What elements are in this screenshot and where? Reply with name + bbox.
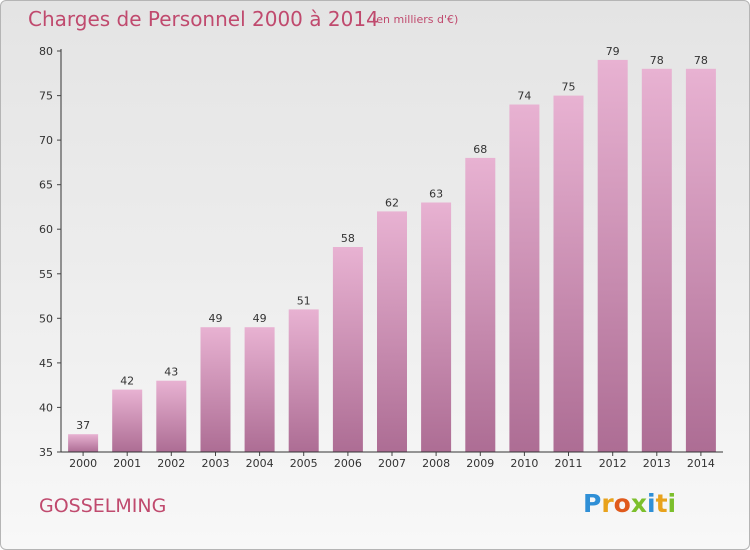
bar-2001 bbox=[112, 389, 143, 452]
y-tick-label-80: 80 bbox=[39, 45, 53, 58]
x-tick-label-2013: 2013 bbox=[643, 457, 671, 470]
data-label-2014: 78 bbox=[694, 54, 708, 67]
data-label-2008: 63 bbox=[429, 188, 443, 201]
bar-2008 bbox=[421, 202, 452, 452]
data-label-2007: 62 bbox=[385, 196, 399, 209]
bar-2003 bbox=[200, 327, 231, 452]
bar-2004 bbox=[244, 327, 275, 452]
logo-letter: r bbox=[601, 489, 614, 518]
bar-2002 bbox=[156, 380, 187, 452]
logo-letter: i bbox=[667, 489, 677, 518]
bar-2006 bbox=[332, 247, 363, 452]
data-label-2010: 74 bbox=[517, 90, 531, 103]
y-tick-label-75: 75 bbox=[39, 90, 53, 103]
bar-2005 bbox=[288, 309, 319, 452]
data-label-2004: 49 bbox=[253, 312, 267, 325]
x-tick-label-2002: 2002 bbox=[157, 457, 185, 470]
x-tick-label-2011: 2011 bbox=[555, 457, 583, 470]
data-label-2011: 75 bbox=[562, 81, 576, 94]
x-tick-label-2007: 2007 bbox=[378, 457, 406, 470]
chart-subtitle: (en milliers d'€) bbox=[372, 13, 459, 26]
bar-2013 bbox=[641, 68, 672, 453]
y-tick-label-50: 50 bbox=[39, 312, 53, 325]
logo-letter: i bbox=[647, 489, 656, 518]
data-label-2006: 58 bbox=[341, 232, 355, 245]
data-label-2001: 42 bbox=[120, 375, 134, 388]
x-tick-label-2004: 2004 bbox=[246, 457, 274, 470]
data-label-2002: 43 bbox=[164, 366, 178, 379]
x-tick-label-2000: 2000 bbox=[69, 457, 97, 470]
x-tick-label-2005: 2005 bbox=[290, 457, 318, 470]
x-tick-label-2010: 2010 bbox=[510, 457, 538, 470]
bar-2007 bbox=[377, 211, 407, 452]
y-tick-label-65: 65 bbox=[39, 179, 53, 192]
x-tick-label-2006: 2006 bbox=[334, 457, 362, 470]
x-tick-label-2012: 2012 bbox=[599, 457, 627, 470]
x-tick-label-2008: 2008 bbox=[422, 457, 450, 470]
data-label-2012: 79 bbox=[606, 45, 620, 58]
y-tick-label-55: 55 bbox=[39, 268, 53, 281]
commune-name: GOSSELMING bbox=[39, 495, 167, 517]
y-tick-label-35: 35 bbox=[39, 446, 53, 459]
logo-letter: P bbox=[583, 489, 602, 518]
bar-2011 bbox=[553, 95, 584, 452]
x-tick-label-2001: 2001 bbox=[113, 457, 141, 470]
y-tick-label-45: 45 bbox=[39, 357, 53, 370]
bar-2000 bbox=[68, 434, 99, 452]
logo-letter: x bbox=[630, 489, 647, 518]
data-label-2005: 51 bbox=[297, 294, 311, 307]
y-tick-label-60: 60 bbox=[39, 223, 53, 236]
chart-title: Charges de Personnel 2000 à 2014 bbox=[28, 7, 379, 31]
bar-2012 bbox=[597, 59, 628, 453]
proxiti-logo: Proxiti bbox=[583, 489, 676, 518]
y-tick-label-70: 70 bbox=[39, 134, 53, 147]
data-label-2009: 68 bbox=[473, 143, 487, 156]
data-label-2013: 78 bbox=[650, 54, 664, 67]
x-tick-label-2009: 2009 bbox=[466, 457, 494, 470]
data-label-2000: 37 bbox=[76, 419, 90, 432]
y-tick-label-40: 40 bbox=[39, 401, 53, 414]
logo-letter: t bbox=[655, 489, 668, 518]
x-tick-label-2014: 2014 bbox=[687, 457, 715, 470]
bar-2009 bbox=[465, 157, 496, 452]
bar-2010 bbox=[509, 104, 540, 452]
logo-letter: o bbox=[613, 489, 631, 518]
data-label-2003: 49 bbox=[209, 312, 223, 325]
bar-2014 bbox=[685, 68, 716, 453]
x-tick-label-2003: 2003 bbox=[202, 457, 230, 470]
